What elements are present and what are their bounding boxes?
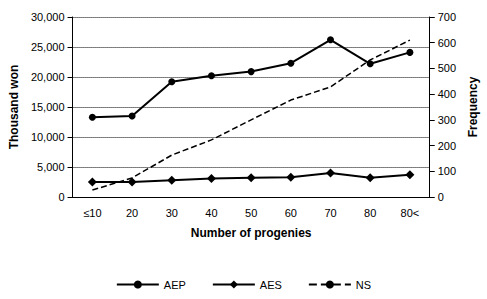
svg-text:0: 0 xyxy=(58,191,64,203)
svg-text:60: 60 xyxy=(285,207,297,219)
svg-text:300: 300 xyxy=(438,114,456,126)
svg-text:400: 400 xyxy=(438,88,456,100)
svg-text:NS: NS xyxy=(356,279,371,291)
svg-text:5,000: 5,000 xyxy=(37,161,65,173)
svg-text:40: 40 xyxy=(205,207,217,219)
svg-text:500: 500 xyxy=(438,62,456,74)
svg-text:80<: 80< xyxy=(401,207,420,219)
svg-text:50: 50 xyxy=(245,207,257,219)
svg-text:Frequency: Frequency xyxy=(466,76,480,137)
svg-text:700: 700 xyxy=(438,11,456,23)
svg-text:≤10: ≤10 xyxy=(83,207,101,219)
svg-text:0: 0 xyxy=(438,191,444,203)
svg-text:AES: AES xyxy=(260,279,282,291)
svg-text:15,000: 15,000 xyxy=(31,101,65,113)
svg-text:Number of progenies: Number of progenies xyxy=(191,226,312,240)
svg-text:20: 20 xyxy=(126,207,138,219)
svg-text:200: 200 xyxy=(438,140,456,152)
svg-text:10,000: 10,000 xyxy=(31,131,65,143)
svg-text:30,000: 30,000 xyxy=(31,11,65,23)
svg-text:AEP: AEP xyxy=(164,279,186,291)
svg-text:80: 80 xyxy=(364,207,376,219)
svg-text:100: 100 xyxy=(438,165,456,177)
svg-text:30: 30 xyxy=(166,207,178,219)
svg-text:70: 70 xyxy=(324,207,336,219)
svg-text:25,000: 25,000 xyxy=(31,41,65,53)
svg-text:Thousand won: Thousand won xyxy=(7,65,21,150)
svg-text:600: 600 xyxy=(438,37,456,49)
svg-text:20,000: 20,000 xyxy=(31,71,65,83)
